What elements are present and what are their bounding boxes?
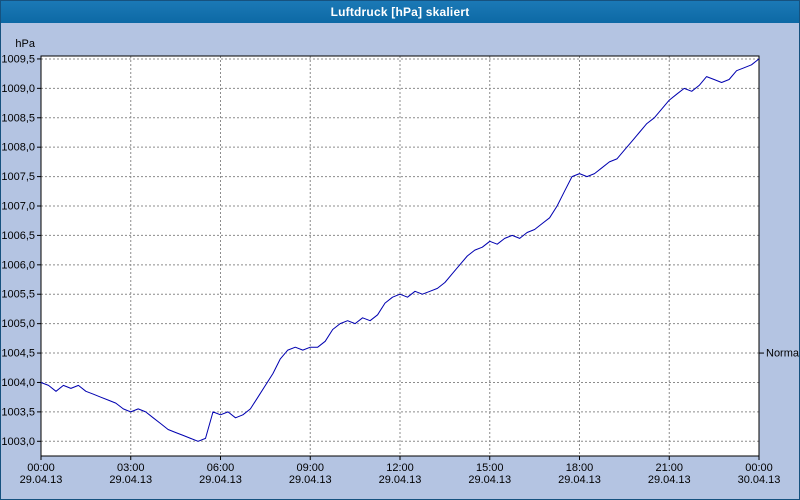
- svg-text:1009,5: 1009,5: [1, 53, 35, 65]
- svg-text:12:00: 12:00: [386, 462, 414, 474]
- svg-text:00:00: 00:00: [745, 462, 773, 474]
- pressure-line: [40, 58, 760, 442]
- svg-text:29.04.13: 29.04.13: [558, 474, 601, 486]
- svg-text:29.04.13: 29.04.13: [20, 474, 63, 486]
- y-axis-labels: 1003,0 1003,5 1004,0 1004,5 1005,0 1005,5 1006…: [1, 53, 35, 447]
- svg-text:1005,5: 1005,5: [1, 289, 35, 301]
- chart-area: 1003,0 1003,5 1004,0 1004,5 1005,0 1005,5 1006…: [1, 23, 800, 499]
- grid-lines: [41, 56, 759, 456]
- svg-text:1009,0: 1009,0: [1, 83, 35, 95]
- svg-text:30.04.13: 30.04.13: [738, 474, 781, 486]
- svg-text:06:00: 06:00: [207, 462, 235, 474]
- svg-text:29.04.13: 29.04.13: [379, 474, 422, 486]
- svg-text:29.04.13: 29.04.13: [468, 474, 511, 486]
- svg-text:1008,5: 1008,5: [1, 112, 35, 124]
- chart-canvas: 1003,0 1003,5 1004,0 1004,5 1005,0 1005,5 1006…: [1, 38, 800, 486]
- svg-text:1006,0: 1006,0: [1, 259, 35, 271]
- svg-text:03:00: 03:00: [117, 462, 145, 474]
- svg-text:29.04.13: 29.04.13: [289, 474, 332, 486]
- svg-text:15:00: 15:00: [476, 462, 504, 474]
- svg-text:1007,5: 1007,5: [1, 171, 35, 183]
- svg-text:1007,0: 1007,0: [1, 201, 35, 213]
- titlebar[interactable]: Luftdruck [hPa] skaliert: [1, 1, 799, 23]
- svg-text:29.04.13: 29.04.13: [648, 474, 691, 486]
- svg-text:1004,0: 1004,0: [1, 377, 35, 389]
- svg-text:1003,5: 1003,5: [1, 406, 35, 418]
- svg-text:18:00: 18:00: [566, 462, 594, 474]
- svg-text:09:00: 09:00: [296, 462, 324, 474]
- svg-text:1006,5: 1006,5: [1, 230, 35, 242]
- window-title: Luftdruck [hPa] skaliert: [330, 5, 470, 19]
- svg-text:29.04.13: 29.04.13: [199, 474, 242, 486]
- y-axis-unit-label: hPa: [15, 38, 35, 50]
- svg-text:00:00: 00:00: [27, 462, 55, 474]
- normal-marker-label: Normal: [766, 348, 800, 360]
- svg-text:29.04.13: 29.04.13: [109, 474, 152, 486]
- x-axis-labels: 00:0029.04.1303:0029.04.1306:0029.04.130…: [20, 462, 781, 486]
- plot-border: [40, 55, 760, 457]
- svg-text:1005,0: 1005,0: [1, 318, 35, 330]
- svg-text:1003,0: 1003,0: [1, 436, 35, 448]
- svg-text:1008,0: 1008,0: [1, 142, 35, 154]
- svg-text:21:00: 21:00: [655, 462, 683, 474]
- svg-text:1004,5: 1004,5: [1, 348, 35, 360]
- axis-ticks: [37, 58, 760, 460]
